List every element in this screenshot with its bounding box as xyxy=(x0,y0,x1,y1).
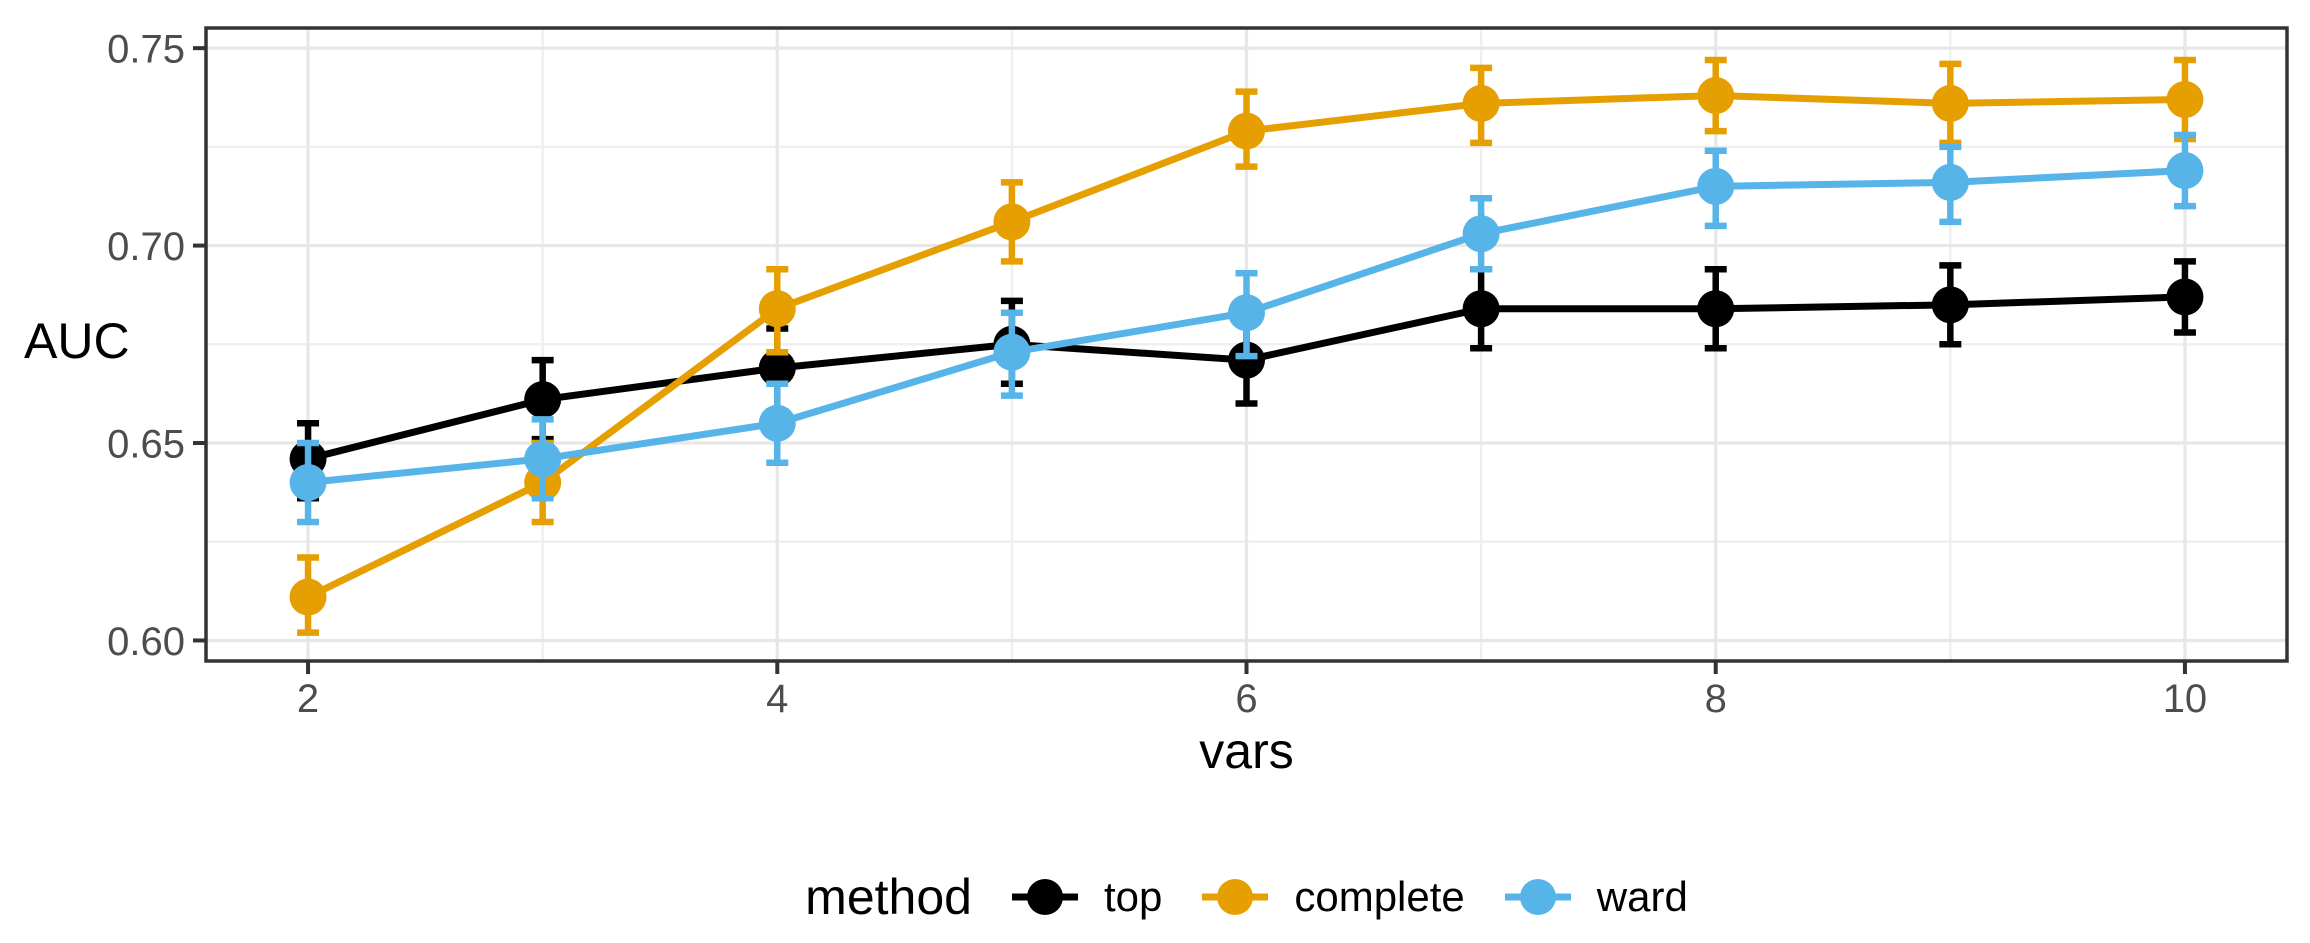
legend-item-complete: complete xyxy=(1202,873,1465,921)
data-point-complete xyxy=(993,203,1031,241)
data-point-top xyxy=(1228,341,1265,379)
x-tick-label: 8 xyxy=(1705,677,1727,721)
legend-key-icon-top xyxy=(1011,879,1078,915)
data-point-complete xyxy=(2166,80,2204,118)
x-tick-label: 4 xyxy=(766,677,788,721)
data-point-complete xyxy=(289,578,327,616)
x-tick-label: 10 xyxy=(2163,677,2208,721)
data-point-top xyxy=(1462,290,1500,328)
data-point-top xyxy=(2166,278,2204,316)
data-point-complete xyxy=(1931,84,1969,122)
data-point-ward xyxy=(1462,215,1500,253)
x-tick-label: 2 xyxy=(297,677,319,721)
data-point-top xyxy=(524,381,562,419)
data-point-ward xyxy=(289,464,327,502)
y-tick-label: 0.75 xyxy=(107,28,185,72)
data-point-complete xyxy=(1697,77,1735,115)
data-point-top xyxy=(1697,290,1735,328)
legend: method top complete ward xyxy=(206,860,2287,934)
data-point-top xyxy=(758,349,796,387)
data-point-ward xyxy=(993,333,1031,371)
legend-label-ward: ward xyxy=(1596,873,1688,920)
y-axis-title: AUC xyxy=(24,313,130,369)
legend-item-ward: ward xyxy=(1504,873,1688,921)
legend-label-complete: complete xyxy=(1294,873,1465,920)
data-point-complete xyxy=(1228,112,1265,150)
x-tick-label: 6 xyxy=(1235,677,1257,721)
y-tick-label: 0.65 xyxy=(107,423,185,467)
data-point-ward xyxy=(1228,294,1265,332)
legend-key-icon-complete xyxy=(1202,879,1269,915)
data-point-ward xyxy=(524,440,562,478)
legend-item-top: top xyxy=(1011,873,1163,921)
data-point-ward xyxy=(1931,163,1969,201)
legend-key-icon-ward xyxy=(1504,879,1571,915)
data-point-ward xyxy=(758,404,796,442)
y-tick-label: 0.60 xyxy=(107,620,185,664)
data-point-ward xyxy=(1697,167,1735,205)
data-point-complete xyxy=(1462,84,1500,122)
data-point-complete xyxy=(758,290,796,328)
plot-canvas: 2 4 6 8 10 0.60 0.65 0.70 0.75 xyxy=(107,26,2289,721)
x-axis-title: vars xyxy=(1199,723,1294,779)
legend-label-top: top xyxy=(1103,873,1163,920)
data-point-top xyxy=(1931,286,1969,324)
data-point-ward xyxy=(2166,152,2204,190)
legend-title: method xyxy=(805,869,972,925)
y-tick-label: 0.70 xyxy=(107,225,185,269)
